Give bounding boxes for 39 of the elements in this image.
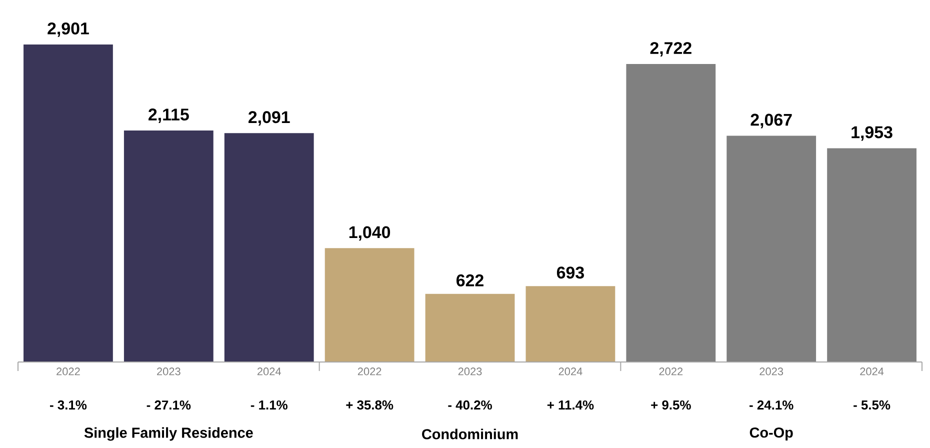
data-label: 622 [456,274,484,286]
text: - 27.1% [146,400,191,410]
text: Single Family Residence [84,427,253,441]
text: Condominium [422,428,518,440]
data-label: 1,040 [349,226,390,241]
x-tick-label: 2022 [56,368,80,376]
bar [124,130,214,362]
bar [827,148,916,362]
text: - 1.1% [250,400,288,410]
text: Co-Op [750,427,793,441]
data-label: 1,953 [852,126,892,141]
data-label: 2,722 [650,42,692,57]
x-tick-label: 2024 [860,368,884,376]
data-label: 2,901 [48,22,89,37]
text: - 3.1% [50,400,87,410]
bar [324,248,414,362]
text: - 5.5% [854,400,890,410]
bar [425,294,515,362]
x-tick-label: 2022 [358,368,382,376]
bar [726,136,816,362]
text: + 9.5% [651,400,691,410]
text: - 40.2% [448,400,492,410]
text: - 24.1% [750,400,794,410]
bar [24,44,113,362]
x-tick-label: 2023 [157,368,180,376]
data-label: 2,115 [148,108,189,123]
bar [626,64,716,362]
data-label: 2,067 [750,114,792,128]
x-tick-label: 2024 [257,368,281,376]
bar [526,286,616,362]
text: + 11.4% [547,400,594,410]
text: + 35.8% [346,400,394,410]
x-tick-label: 2024 [558,368,582,376]
x-tick-label: 2023 [760,368,784,376]
data-label: 693 [556,266,584,279]
x-tick-label: 2022 [659,368,683,376]
x-tick-label: 2023 [458,368,482,376]
data-label: 2,091 [248,111,290,126]
bar [224,133,314,362]
